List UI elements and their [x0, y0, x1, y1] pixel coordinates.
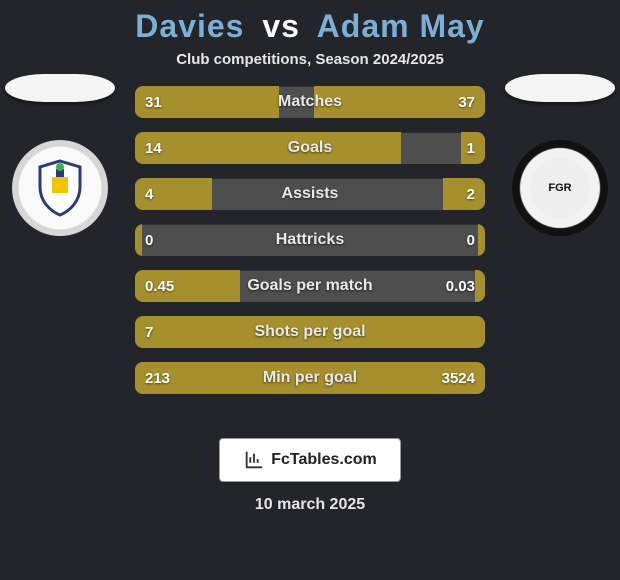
subtitle: Club competitions, Season 2024/2025 — [0, 51, 620, 68]
stat-row: Goals per match0.45 0.03 — [135, 270, 485, 302]
bar-label: Matches — [135, 86, 485, 118]
bar-label: Hattricks — [135, 224, 485, 256]
stats-stage: FGR Matches31 37 Goals14 1 Assists4 2 Hattrick… — [0, 86, 620, 416]
bar-value-left: 0.45 — [145, 270, 174, 302]
player2-flag — [505, 74, 615, 102]
player1-side — [0, 74, 120, 254]
brand-logo: FcTables.com — [219, 438, 401, 482]
brand-text: FcTables.com — [271, 451, 377, 469]
bar-value-left: 4 — [145, 178, 153, 210]
bar-label: Assists — [135, 178, 485, 210]
bar-value-right: 2 — [467, 178, 475, 210]
bar-value-left: 213 — [145, 362, 170, 394]
bar-value-left: 0 — [145, 224, 153, 256]
stat-row: Hattricks0 0 — [135, 224, 485, 256]
comparison-card: Davies vs Adam May Club competitions, Se… — [0, 0, 620, 580]
player1-name: Davies — [135, 8, 244, 44]
bar-label: Goals — [135, 132, 485, 164]
fgr-crest-icon: FGR — [530, 158, 590, 218]
player2-name: Adam May — [317, 8, 485, 44]
bar-value-left: 31 — [145, 86, 162, 118]
stat-row: Matches31 37 — [135, 86, 485, 118]
player2-club-badge: FGR — [512, 140, 608, 236]
bar-label: Shots per goal — [135, 316, 485, 348]
bar-value-right: 3524 — [442, 362, 475, 394]
bar-value-left: 14 — [145, 132, 162, 164]
bar-label: Goals per match — [135, 270, 485, 302]
stat-row: Assists4 2 — [135, 178, 485, 210]
stat-bars: Matches31 37 Goals14 1 Assists4 2 Hattricks0 0 G… — [135, 86, 485, 408]
vs-text: vs — [262, 8, 300, 44]
stat-row: Goals14 1 — [135, 132, 485, 164]
bar-value-right: 1 — [467, 132, 475, 164]
chart-icon — [243, 449, 265, 471]
bar-value-right: 0.03 — [446, 270, 475, 302]
shield-icon — [36, 159, 84, 217]
bar-value-left: 7 — [145, 316, 153, 348]
player1-club-badge — [12, 140, 108, 236]
stat-row: Min per goal213 3524 — [135, 362, 485, 394]
player2-side: FGR — [500, 74, 620, 254]
date: 10 march 2025 — [0, 496, 620, 514]
player1-flag — [5, 74, 115, 102]
stat-row: Shots per goal7 — [135, 316, 485, 348]
bar-label: Min per goal — [135, 362, 485, 394]
bar-value-right: 0 — [467, 224, 475, 256]
title: Davies vs Adam May — [0, 0, 620, 45]
bar-value-right: 37 — [458, 86, 475, 118]
